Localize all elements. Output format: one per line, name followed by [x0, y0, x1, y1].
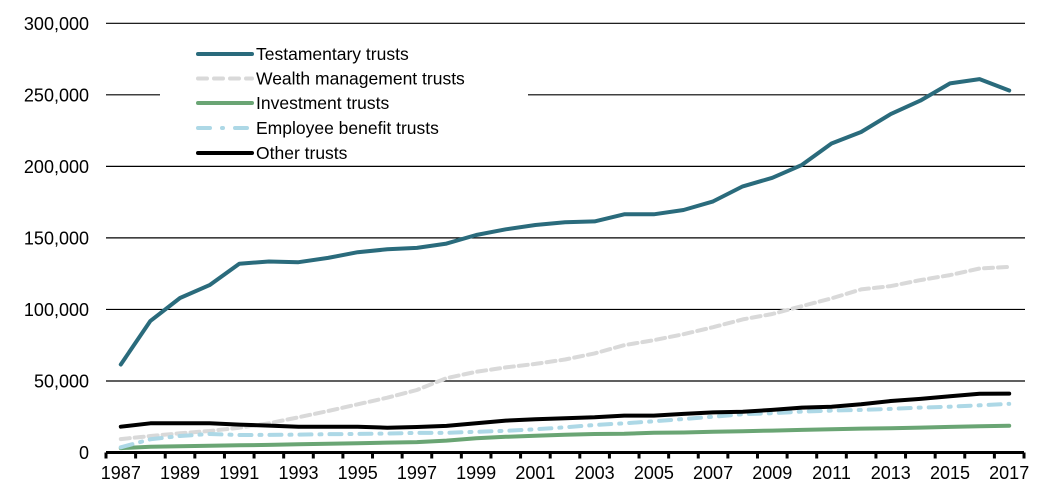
y-tick-label: 100,000 — [24, 300, 89, 320]
x-tick-label: 2009 — [752, 463, 792, 483]
y-axis: 0 50,000 100,000 150,000 200,000 250,000 300,0… — [24, 14, 89, 463]
x-tick-label: 1991 — [219, 463, 259, 483]
x-tick-label: 1987 — [101, 463, 141, 483]
x-tick-label: 2003 — [575, 463, 615, 483]
x-tick-label: 2001 — [515, 463, 555, 483]
y-tick-label: 0 — [79, 443, 89, 463]
x-axis: 1987 1989 1991 1993 1995 1997 1999 2001 2003 2005… — [101, 451, 1029, 483]
legend-label: Other trusts — [256, 143, 348, 163]
y-tick-label: 200,000 — [24, 157, 89, 177]
x-tick-label: 1989 — [160, 463, 200, 483]
x-tick-label: 2015 — [930, 463, 970, 483]
legend-label: Investment trusts — [256, 93, 389, 113]
x-tick-label: 1995 — [338, 463, 378, 483]
legend-label: Wealth management trusts — [256, 69, 465, 89]
y-tick-label: 250,000 — [24, 85, 89, 105]
x-tick-label: 2013 — [871, 463, 911, 483]
series-line-other-trusts — [118, 391, 1012, 430]
legend: Testamentary trusts Wealth management tru… — [160, 40, 528, 165]
x-tick-label: 2011 — [812, 463, 851, 483]
series-line-investment-trusts — [118, 423, 1012, 451]
y-tick-label: 150,000 — [24, 228, 89, 248]
x-tick-label: 2005 — [634, 463, 674, 483]
series-line-testamentary-trusts — [118, 77, 1012, 367]
y-tick-label: 300,000 — [24, 14, 89, 34]
x-tick-label: 2017 — [989, 463, 1029, 483]
series-line-wealth-management-trusts — [118, 264, 1012, 442]
x-tick-label: 2007 — [693, 463, 733, 483]
series-lines — [118, 77, 1012, 451]
x-tick-label: 1999 — [456, 463, 496, 483]
legend-label: Employee benefit trusts — [256, 118, 439, 138]
y-tick-label: 50,000 — [34, 371, 89, 391]
legend-label: Testamentary trusts — [256, 44, 409, 64]
x-tick-label: 1993 — [278, 463, 318, 483]
x-tick-label: 1997 — [397, 463, 437, 483]
series-line-employee-benefit-trusts — [118, 401, 1012, 450]
